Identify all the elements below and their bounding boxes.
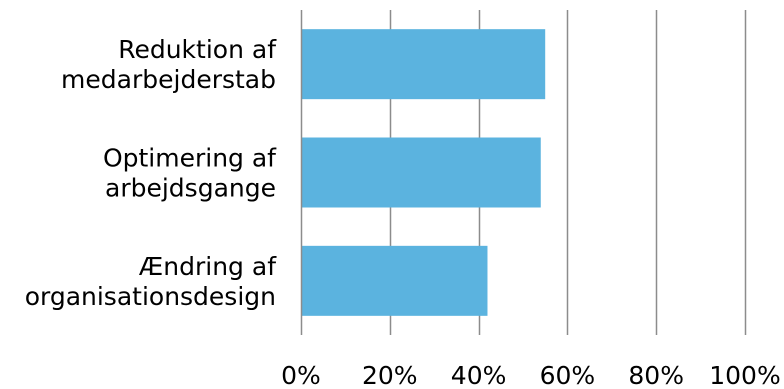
x-tick-label-60: 60% (540, 361, 596, 389)
x-tick-label-100: 100% (709, 361, 780, 389)
category-label-0: Reduktion af medarbejderstab (61, 35, 277, 94)
x-tick-label-80: 80% (628, 361, 684, 389)
category-label-line: organisationsdesign (25, 282, 276, 311)
x-tick-label-0: 0% (281, 361, 321, 389)
bars (301, 29, 546, 316)
category-label-line: Optimering af (103, 144, 277, 173)
category-label-line: Ændring af (139, 252, 277, 281)
bar-0 (301, 29, 546, 100)
x-tick-label-40: 40% (451, 361, 507, 389)
x-tick-label-20: 20% (362, 361, 418, 389)
category-label-line: arbejdsgange (105, 174, 276, 203)
category-label-line: Reduktion af (118, 35, 277, 64)
category-labels: Reduktion af medarbejderstab Optimering af… (25, 35, 278, 311)
category-label-line: medarbejderstab (61, 65, 276, 94)
category-label-2: Ændring af organisationsdesign (25, 252, 278, 311)
bar-2 (301, 245, 488, 316)
x-tick-labels: 0% 20% 40% 60% 80% 100% (281, 361, 781, 389)
bar-1 (301, 137, 541, 208)
category-label-1: Optimering af arbejdsgange (103, 144, 277, 203)
